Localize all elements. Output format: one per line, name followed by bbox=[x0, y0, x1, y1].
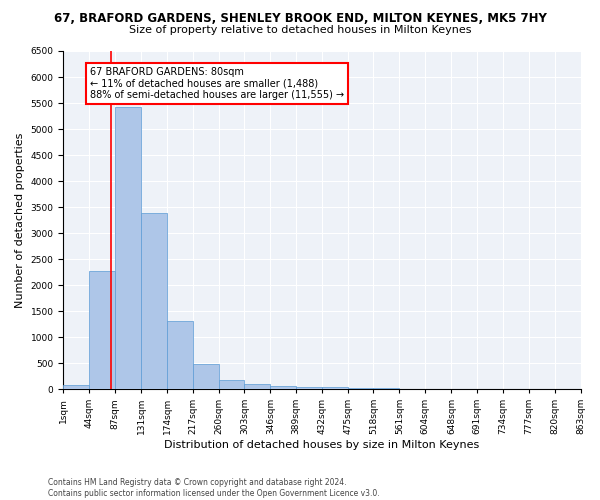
Bar bbox=[89, 271, 115, 389]
Bar bbox=[63, 385, 89, 389]
Bar bbox=[399, 388, 425, 389]
Bar bbox=[296, 387, 322, 389]
Bar bbox=[141, 214, 167, 389]
Bar bbox=[373, 388, 399, 389]
Bar bbox=[322, 387, 347, 389]
Bar bbox=[244, 384, 270, 389]
Bar bbox=[218, 380, 244, 389]
Text: Size of property relative to detached houses in Milton Keynes: Size of property relative to detached ho… bbox=[129, 25, 471, 35]
Text: Contains HM Land Registry data © Crown copyright and database right 2024.
Contai: Contains HM Land Registry data © Crown c… bbox=[48, 478, 380, 498]
Bar bbox=[270, 386, 296, 389]
Bar bbox=[115, 106, 141, 389]
Text: 67, BRAFORD GARDENS, SHENLEY BROOK END, MILTON KEYNES, MK5 7HY: 67, BRAFORD GARDENS, SHENLEY BROOK END, … bbox=[53, 12, 547, 26]
Bar bbox=[347, 388, 373, 389]
Bar bbox=[193, 364, 218, 389]
Y-axis label: Number of detached properties: Number of detached properties bbox=[15, 132, 25, 308]
Bar bbox=[167, 321, 193, 389]
X-axis label: Distribution of detached houses by size in Milton Keynes: Distribution of detached houses by size … bbox=[164, 440, 479, 450]
Text: 67 BRAFORD GARDENS: 80sqm
← 11% of detached houses are smaller (1,488)
88% of se: 67 BRAFORD GARDENS: 80sqm ← 11% of detac… bbox=[90, 66, 344, 100]
